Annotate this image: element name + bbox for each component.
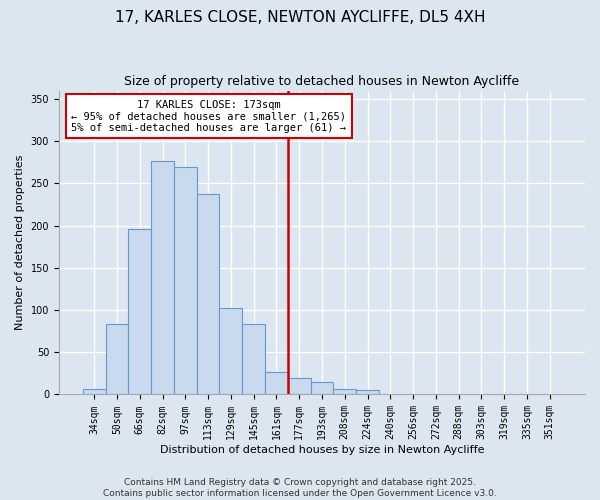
Y-axis label: Number of detached properties: Number of detached properties [15, 155, 25, 330]
Bar [356, 390, 379, 394]
Bar [151, 162, 174, 394]
Text: 17 KARLES CLOSE: 173sqm
← 95% of detached houses are smaller (1,265)
5% of semi-: 17 KARLES CLOSE: 173sqm ← 95% of detache… [71, 100, 346, 133]
Bar [288, 378, 311, 394]
Bar [265, 372, 288, 394]
Bar [106, 324, 128, 394]
Bar [334, 390, 356, 394]
Bar [174, 166, 197, 394]
Text: Contains HM Land Registry data © Crown copyright and database right 2025.
Contai: Contains HM Land Registry data © Crown c… [103, 478, 497, 498]
Bar [220, 308, 242, 394]
Bar [128, 229, 151, 394]
Text: 17, KARLES CLOSE, NEWTON AYCLIFFE, DL5 4XH: 17, KARLES CLOSE, NEWTON AYCLIFFE, DL5 4… [115, 10, 485, 25]
Bar [197, 194, 220, 394]
Bar [242, 324, 265, 394]
Title: Size of property relative to detached houses in Newton Aycliffe: Size of property relative to detached ho… [124, 75, 520, 88]
Bar [83, 390, 106, 394]
X-axis label: Distribution of detached houses by size in Newton Aycliffe: Distribution of detached houses by size … [160, 445, 484, 455]
Bar [311, 382, 334, 394]
